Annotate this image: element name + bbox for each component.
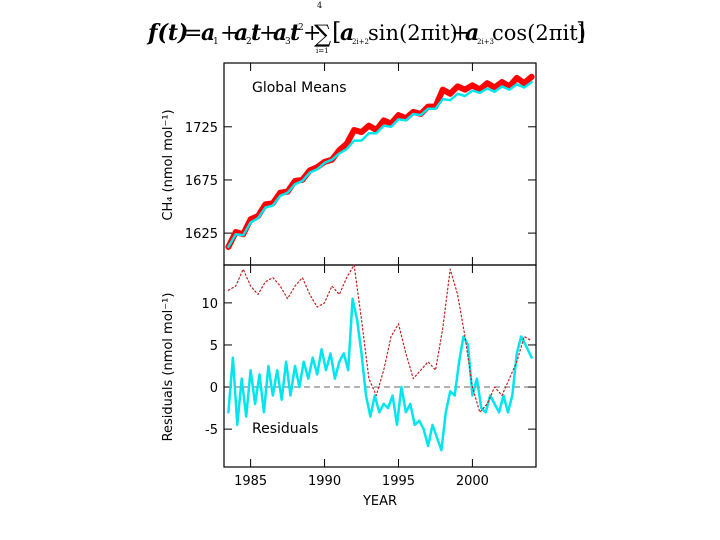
formula-a1-sub: 1 [213,37,219,47]
series-fit-line [227,80,533,249]
formula-a-cos: a [465,20,479,46]
series-residuals-line [227,297,533,452]
formula-a2: a [234,20,248,46]
formula-a3-sub: 3 [285,37,291,47]
top-panel: Global Means CH₄ (nmol mol⁻¹) 1625 1675 17… [161,62,537,266]
formula-lhs: f(t) [146,20,188,46]
x-tick-label: 1995 [382,474,415,489]
formula-sum-bottom: i=1 [316,47,329,55]
y-tick-label: 1675 [185,174,218,189]
bottom-series [227,264,533,452]
series-residual_data-line [227,264,533,413]
y-tick-label: 5 [210,339,218,354]
formula-sum: ∑ [314,20,331,48]
top-x-ticks [250,63,473,265]
formula-cos: cos(2πit) [492,21,586,45]
x-axis-label: YEAR [362,494,397,509]
formula-bracket-open: [ [332,18,341,46]
formula-t: t [251,20,261,46]
x-tick-label: 1990 [308,474,341,489]
formula-a-cos-sub: 2i+3 [477,38,494,46]
formula-a3: a [273,20,287,46]
formula-a-sin: a [340,20,354,46]
formula-a1: a [201,20,215,46]
formula-t-sq-pow: 2 [298,23,304,33]
series-data-line [225,73,535,250]
bottom-y-ticks: -5 0 5 10 [201,297,536,438]
formula-sin: sin(2πit) [368,21,458,45]
bottom-panel-title: Residuals [252,421,318,437]
y-tick-label: 10 [201,297,218,312]
y-tick-label: 0 [210,381,218,396]
formula-plus-3: + [303,21,321,46]
formula-a2-sub: 2 [246,37,252,47]
formula-plus-4: + [451,21,469,46]
bottom-x-ticks: 1985 1990 1995 2000 [234,265,489,489]
bottom-panel: Residuals Residuals (nmol mol⁻¹) YEAR -5… [161,264,537,509]
top-panel-title: Global Means [252,80,347,96]
bottom-y-axis-label: Residuals (nmol mol⁻¹) [161,293,176,442]
x-tick-label: 1985 [234,474,267,489]
formula-equals: = [184,21,202,46]
formula-sum-top: 4 [317,1,322,10]
top-series [225,73,535,250]
formula-a-sin-sub: 2i+2 [352,38,369,46]
top-y-ticks: 1625 1675 1725 [185,121,536,242]
y-tick-label: 1725 [185,121,218,136]
formula-plus-1: + [220,21,238,46]
formula-t-sq: t [290,20,300,46]
formula: f(t) = a 1 + a 2 t + a 3 t 2 + 4 ∑ i=1 [… [146,1,586,55]
top-y-axis-label: CH₄ (nmol mol⁻¹) [161,109,176,220]
y-tick-label: -5 [205,423,218,438]
formula-plus-2: + [259,21,277,46]
y-tick-label: 1625 [185,227,218,242]
formula-bracket-close: ] [576,18,585,46]
bottom-plot-frame [223,264,537,468]
x-tick-label: 2000 [456,474,489,489]
